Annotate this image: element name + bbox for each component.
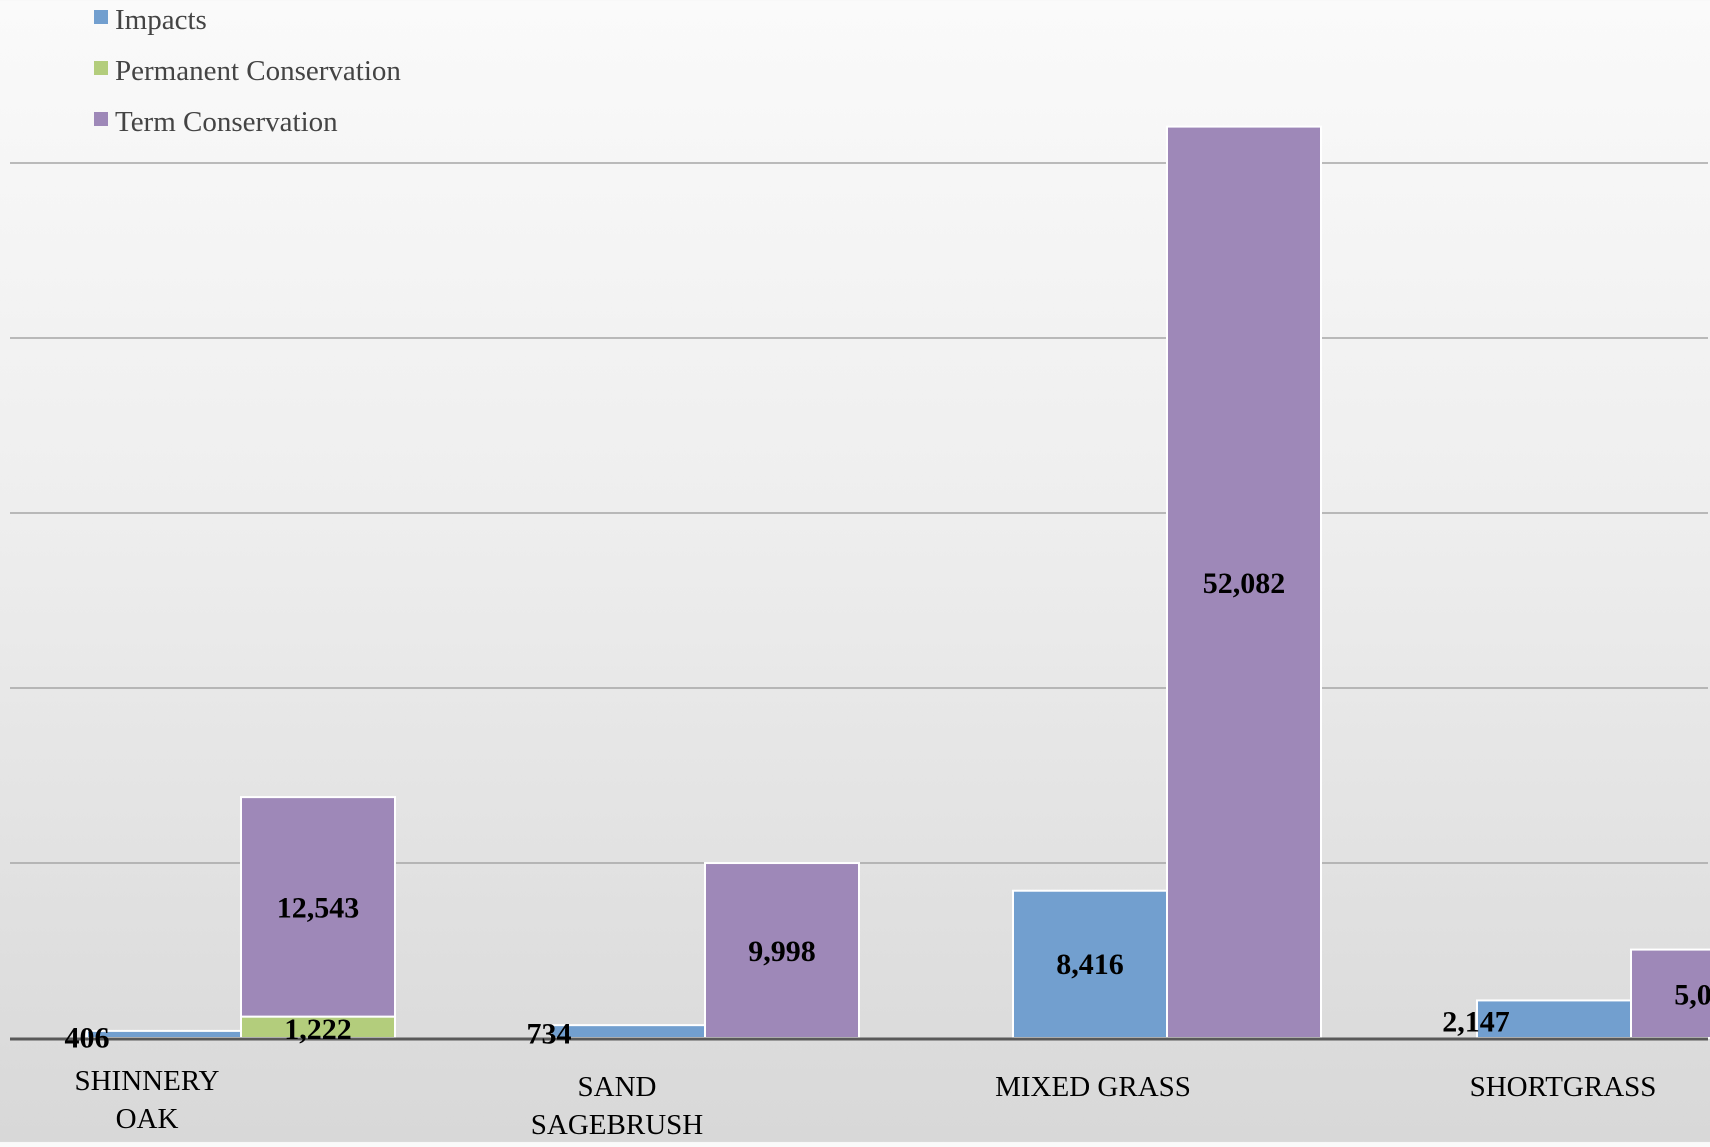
data-label-impacts-2: 8,416: [1056, 948, 1124, 981]
category-label-1: SAND: [578, 1071, 657, 1103]
legend[interactable]: Impacts Permanent Conservation Term Conser…: [94, 4, 401, 138]
legend-label-2[interactable]: Term Conservation: [115, 106, 338, 138]
category-label-0: OAK: [116, 1103, 179, 1135]
category-labels: SHINNERY OAK SAND SAGEBRUSH MIXED GRASS SHORT…: [74, 1065, 1656, 1141]
data-label-term-conservation-0: 12,543: [277, 891, 360, 924]
data-label-impacts-3: 2,147: [1442, 1006, 1510, 1039]
category-label-1: SAGEBRUSH: [531, 1109, 703, 1141]
bar-impacts-1[interactable]: [551, 1025, 705, 1038]
legend-swatch-2: [94, 112, 108, 126]
category-label-2: MIXED GRASS: [995, 1071, 1191, 1103]
data-label-term-conservation-2: 52,082: [1203, 567, 1286, 600]
gridlines: [10, 163, 1708, 863]
data-label-impacts-0: 406: [65, 1022, 110, 1055]
legend-label-0[interactable]: Impacts: [115, 4, 207, 36]
legend-swatch-1: [94, 61, 108, 75]
legend-swatch-0: [94, 10, 108, 24]
data-label-term-conservation-3: 5,052: [1674, 978, 1710, 1011]
data-label-impacts-1: 734: [527, 1018, 572, 1051]
legend-label-1[interactable]: Permanent Conservation: [115, 55, 401, 87]
data-label-permanent-conservation-0: 1,222: [284, 1013, 352, 1046]
bar-impacts-0[interactable]: [87, 1031, 241, 1038]
category-label-0: SHINNERY: [74, 1065, 219, 1097]
category-label-3: SHORTGRASS: [1470, 1071, 1657, 1103]
data-label-term-conservation-1: 9,998: [748, 935, 816, 968]
